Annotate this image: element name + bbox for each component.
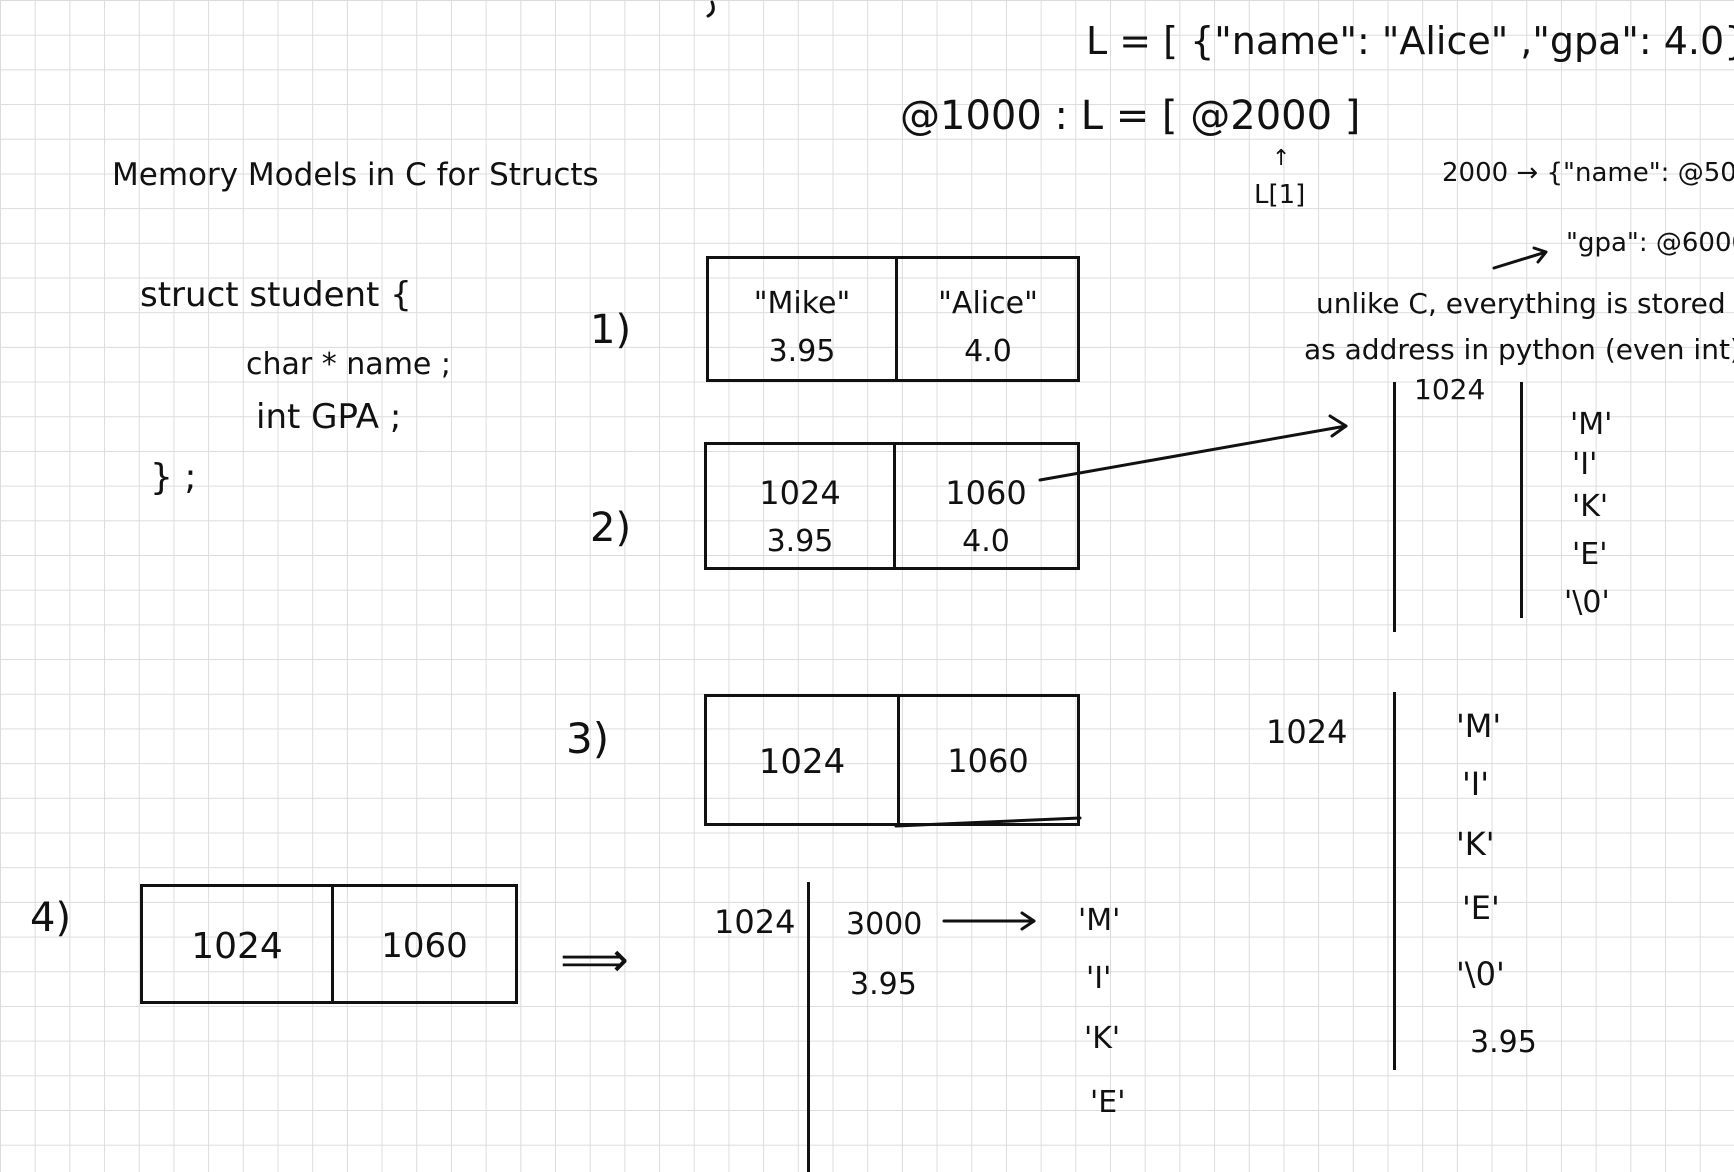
implies-arrow-icon: ⟹ [560, 932, 629, 988]
model-1-cell-2-name: "Alice" [938, 286, 1038, 321]
list-index-label: L[1] [1254, 180, 1306, 210]
memory-2-right-line [1520, 382, 1523, 618]
python-note-arrowhead [1532, 246, 1548, 264]
memory-2-char: 'E' [1572, 537, 1608, 572]
memory-2-char: 'K' [1572, 489, 1609, 524]
python-list-literal: L = [ {"name": "Alice" ,"gpa": 4.0} ] [1086, 19, 1734, 63]
memory-4-gpa: 3.95 [850, 967, 917, 1002]
model-4-cell-2-address: 1060 [381, 926, 468, 966]
memory-3-line [1393, 692, 1396, 1070]
model-1-divider [895, 259, 898, 379]
model-1-cell-2-gpa: 4.0 [964, 334, 1012, 369]
python-address-line: @1000 : L = [ @2000 ] [900, 93, 1361, 139]
struct-code-line-4: } ; [150, 457, 197, 498]
memory-3-address: 1024 [1266, 713, 1348, 751]
model-1-cell-1-name: "Mike" [753, 286, 851, 321]
memory-4-char: 'I' [1086, 961, 1112, 996]
model-2-pointer-arrow [1038, 424, 1348, 482]
python-dict-line-2: "gpa": @6000} [1566, 228, 1734, 258]
memory-4-line [807, 882, 810, 1172]
model-4-cell-1-address: 1024 [191, 926, 283, 967]
memory-2-char: 'I' [1572, 447, 1598, 482]
model-1-cell-1-gpa: 3.95 [768, 334, 836, 369]
model-2-cell-1-gpa: 3.95 [766, 524, 834, 559]
memory-3-char: '\0' [1456, 955, 1505, 993]
top-edge-mark [706, 0, 715, 18]
model-4-struct-box: 1024 1060 [140, 884, 518, 1004]
memory-4-char: 'E' [1090, 1085, 1126, 1120]
model-4-label: 4) [30, 895, 72, 941]
model-3-cell-1-address: 1024 [758, 742, 846, 782]
memory-3-char: 'M' [1456, 707, 1502, 745]
struct-code-line-2: char * name ; [246, 347, 452, 382]
model-3-divider [897, 697, 900, 823]
arrow-up-icon: ↑ [1272, 146, 1291, 171]
model-3-cell-2-address: 1060 [947, 742, 1029, 780]
memory-3-char: 'I' [1462, 765, 1490, 803]
memory-4-char: 'K' [1084, 1021, 1121, 1056]
model-1-struct-box: "Mike" 3.95 "Alice" 4.0 [706, 256, 1080, 382]
memory-4-pointer: 3000 [846, 907, 923, 942]
python-note-line-2: as address in python (even int) [1304, 333, 1734, 366]
memory-3-char: 'E' [1462, 889, 1500, 927]
struct-code-line-3: int GPA ; [256, 397, 402, 437]
model-1-label: 1) [590, 307, 632, 353]
model-2-pointer-arrowhead [1328, 414, 1348, 438]
model-2-label: 2) [590, 505, 632, 551]
page-title: Memory Models in C for Structs [112, 157, 599, 193]
struct-code-line-1: struct student { [140, 275, 412, 315]
memory-2-char: 'M' [1570, 407, 1613, 442]
memory-2-char: '\0' [1564, 585, 1610, 620]
model-3-struct-box: 1024 1060 [704, 694, 1080, 826]
model-4-divider [331, 887, 334, 1001]
model-3-label: 3) [566, 714, 610, 763]
model-2-cell-2-gpa: 4.0 [962, 524, 1010, 559]
memory-2-address: 1024 [1414, 373, 1486, 406]
model-2-struct-box: 1024 3.95 1060 4.0 [704, 442, 1080, 570]
model-3-slanted-edge [894, 816, 1082, 828]
memory-4-char: 'M' [1078, 903, 1121, 938]
memory-4-pointer-arrowhead [1020, 911, 1036, 931]
memory-2-left-line [1393, 382, 1396, 632]
python-note-line-1: unlike C, everything is stored [1316, 287, 1726, 320]
model-2-cell-1-address: 1024 [759, 474, 841, 512]
memory-3-char: 'K' [1456, 825, 1495, 863]
python-note-arrow [1492, 250, 1548, 270]
memory-4-address: 1024 [714, 903, 796, 941]
model-2-divider [893, 445, 896, 567]
python-dict-line-1: 2000 → {"name": @5000 [1442, 158, 1734, 188]
memory-3-gpa: 3.95 [1470, 1025, 1537, 1060]
model-2-cell-2-address: 1060 [945, 474, 1027, 512]
